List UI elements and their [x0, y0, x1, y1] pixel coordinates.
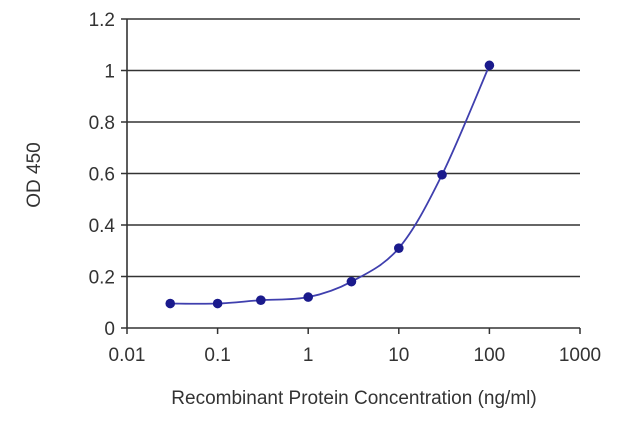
data-point: [394, 243, 404, 253]
x-axis-ticks: 0.01 0.1 1 10 100 1000: [109, 328, 601, 366]
x-tick-label: 1000: [559, 345, 601, 366]
y-tick-label: 1: [104, 62, 115, 83]
x-tick-label: 0.1: [204, 345, 230, 366]
series-group: [165, 60, 495, 309]
y-axis-title: OD 450: [24, 142, 45, 207]
data-point: [437, 169, 447, 180]
x-tick-label: 10: [388, 345, 409, 366]
data-point: [346, 276, 357, 287]
data-point: [303, 292, 314, 302]
y-tick-label: 0.8: [89, 113, 115, 134]
data-point: [256, 295, 266, 305]
series-line: [170, 64, 491, 305]
x-tick-label: 100: [474, 345, 506, 366]
x-tick-label: 0.01: [109, 345, 146, 366]
y-tick-label: 1.2: [89, 10, 115, 31]
y-axis-ticks: 0 0.2 0.4 0.6 0.8 1 1.2: [89, 10, 127, 340]
data-point: [165, 298, 176, 309]
data-point: [484, 60, 495, 71]
x-axis-title: Recombinant Protein Concentration (ng/ml…: [171, 388, 536, 409]
y-tick-label: 0.2: [89, 268, 115, 289]
x-tick-label: 1: [303, 345, 314, 366]
gridlines: [127, 18, 580, 278]
data-point: [212, 298, 223, 309]
y-tick-label: 0.6: [89, 165, 115, 186]
y-tick-label: 0: [104, 319, 115, 340]
y-tick-label: 0.4: [89, 216, 116, 237]
